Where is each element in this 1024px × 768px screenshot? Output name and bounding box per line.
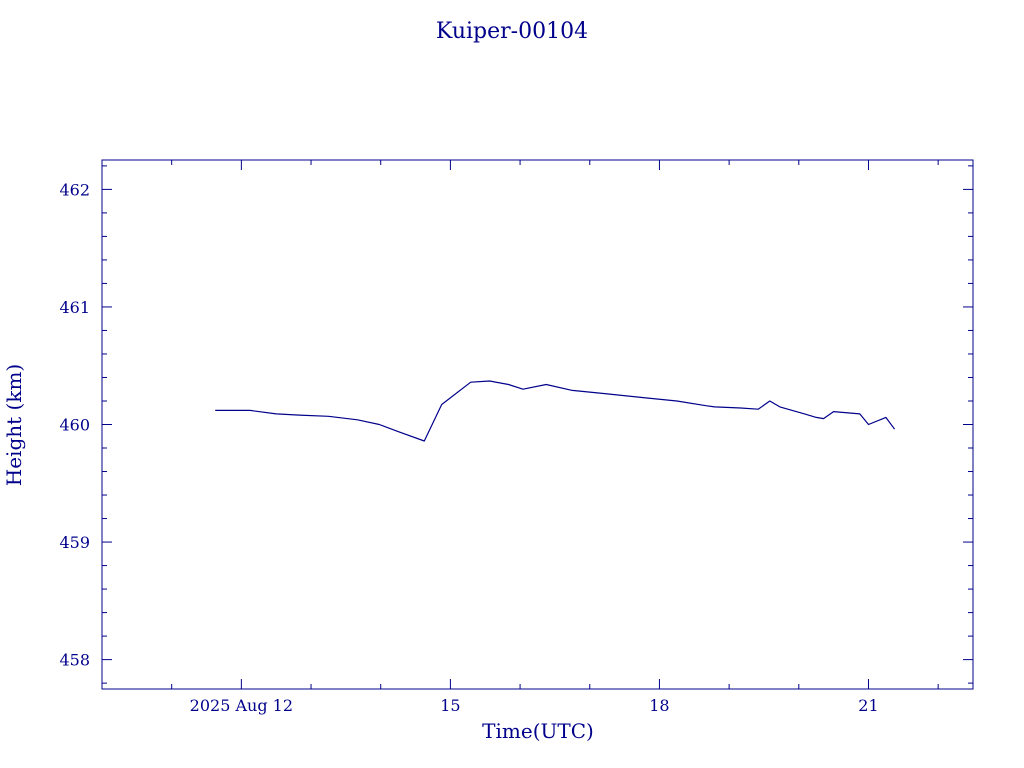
x-axis-tick-labels: 2025 Aug 12 15 18 21 xyxy=(190,696,879,715)
chart-title: Kuiper-00104 xyxy=(436,19,588,44)
y-tick-label: 460 xyxy=(59,416,90,435)
y-axis-tick-labels: 458 459 460 461 462 xyxy=(59,180,90,669)
x-axis-label: Time(UTC) xyxy=(482,719,594,743)
series-line xyxy=(215,380,896,442)
y-tick-label: 462 xyxy=(59,180,90,199)
x-tick-label: 2025 Aug 12 xyxy=(190,696,293,715)
plot-frame xyxy=(101,159,974,690)
y-tick-label: 461 xyxy=(59,298,90,317)
x-tick-label: 18 xyxy=(649,696,669,715)
x-tick-label: 15 xyxy=(440,696,460,715)
y-tick-label: 459 xyxy=(59,533,90,552)
y-axis-label: Height (km) xyxy=(2,364,26,486)
x-axis-ticks xyxy=(101,160,939,689)
y-axis-ticks xyxy=(102,165,973,684)
x-tick-label: 21 xyxy=(858,696,878,715)
y-tick-label: 458 xyxy=(59,651,90,670)
